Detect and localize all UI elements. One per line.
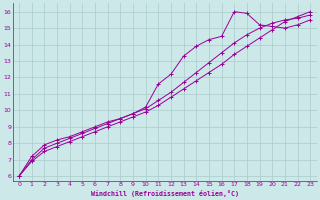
X-axis label: Windchill (Refroidissement éolien,°C): Windchill (Refroidissement éolien,°C) (91, 190, 239, 197)
